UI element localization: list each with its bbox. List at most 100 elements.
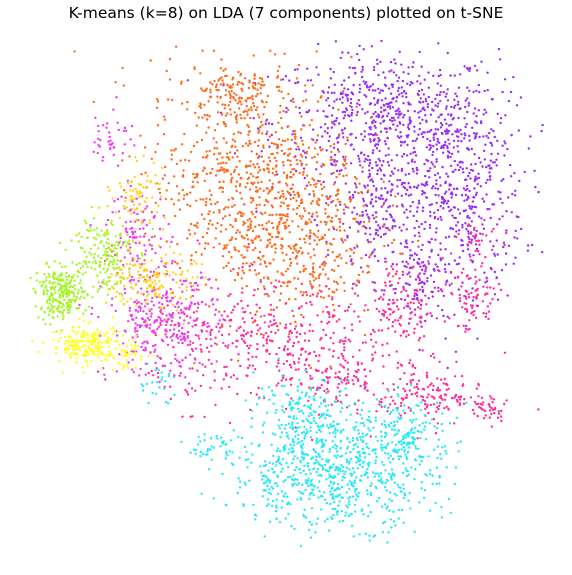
scatter-point (310, 421, 313, 425)
scatter-point (377, 197, 381, 200)
scatter-point (464, 327, 468, 330)
scatter-point (457, 168, 461, 172)
scatter-point (414, 392, 417, 395)
scatter-point (360, 257, 363, 260)
scatter-point (199, 343, 202, 347)
scatter-point (411, 200, 414, 204)
scatter-point (374, 351, 377, 354)
scatter-point (507, 196, 510, 199)
scatter-point (319, 172, 322, 176)
scatter-point (246, 123, 249, 127)
scatter-point (303, 209, 307, 212)
scatter-point (218, 187, 221, 190)
scatter-point (342, 465, 345, 468)
scatter-point (471, 126, 474, 129)
scatter-point (332, 227, 336, 231)
scatter-point (203, 179, 206, 183)
scatter-point (413, 294, 416, 298)
scatter-point (354, 488, 357, 491)
scatter-point (284, 221, 287, 224)
scatter-point (471, 200, 475, 203)
scatter-point (146, 323, 149, 327)
scatter-point (465, 275, 469, 278)
scatter-point (194, 323, 197, 327)
scatter-point (341, 110, 345, 114)
scatter-point (246, 458, 250, 461)
scatter-point (203, 415, 206, 419)
scatter-point (335, 395, 338, 398)
scatter-point (304, 516, 308, 519)
scatter-point (456, 221, 460, 224)
scatter-point (468, 134, 471, 138)
scatter-point (293, 247, 296, 250)
scatter-point (276, 235, 280, 238)
scatter-point (470, 291, 473, 294)
scatter-point (393, 167, 396, 170)
scatter-point (387, 164, 391, 167)
scatter-point (254, 368, 257, 371)
scatter-point (273, 197, 276, 200)
scatter-point (326, 248, 330, 252)
scatter-point (381, 382, 385, 385)
scatter-point (266, 484, 269, 488)
scatter-point (263, 464, 266, 468)
scatter-point (431, 100, 434, 104)
scatter-point (384, 425, 388, 429)
scatter-point (308, 124, 311, 127)
scatter-point (272, 499, 275, 503)
scatter-point (391, 311, 394, 314)
scatter-point (356, 445, 359, 448)
scatter-point (426, 130, 429, 134)
scatter-point (476, 183, 479, 186)
scatter-point (262, 489, 266, 492)
scatter-point (471, 311, 474, 314)
scatter-point (318, 265, 322, 269)
scatter-point (139, 367, 142, 371)
scatter-point (325, 501, 329, 505)
scatter-point (467, 230, 470, 233)
scatter-point (463, 178, 467, 182)
scatter-point (251, 97, 254, 101)
scatter-point (229, 173, 233, 176)
scatter-point (398, 178, 402, 182)
scatter-point (206, 154, 209, 157)
scatter-point (267, 122, 271, 125)
scatter-point (400, 167, 404, 171)
scatter-point (320, 384, 323, 387)
scatter-point (137, 374, 141, 377)
scatter-point (436, 209, 440, 212)
scatter-point (349, 450, 352, 454)
scatter-point (237, 267, 241, 270)
scatter-point (283, 345, 287, 348)
scatter-point (217, 162, 220, 165)
scatter-point (434, 193, 437, 197)
scatter-point (530, 243, 534, 247)
scatter-point (326, 91, 330, 94)
scatter-point (180, 331, 184, 335)
scatter-point (249, 226, 252, 229)
scatter-point (321, 135, 324, 138)
scatter-point (470, 220, 473, 223)
scatter-point (283, 347, 286, 351)
scatter-point (348, 460, 351, 463)
scatter-point (237, 173, 241, 176)
scatter-point (353, 282, 356, 285)
scatter-point (194, 251, 198, 254)
scatter-point (389, 454, 392, 458)
scatter-point (274, 174, 277, 177)
scatter-point (148, 276, 152, 279)
scatter-point (364, 253, 368, 257)
scatter-point (345, 418, 348, 422)
scatter-point (427, 71, 430, 74)
scatter-point (337, 356, 340, 359)
scatter-point (266, 477, 270, 481)
scatter-point (341, 92, 344, 95)
scatter-point (418, 116, 421, 119)
scatter-point (303, 404, 306, 407)
scatter-point (417, 111, 420, 114)
scatter-point (265, 342, 269, 345)
scatter-point (403, 181, 406, 185)
scatter-point (169, 323, 172, 327)
scatter-point (496, 253, 499, 256)
scatter-point (329, 145, 332, 148)
